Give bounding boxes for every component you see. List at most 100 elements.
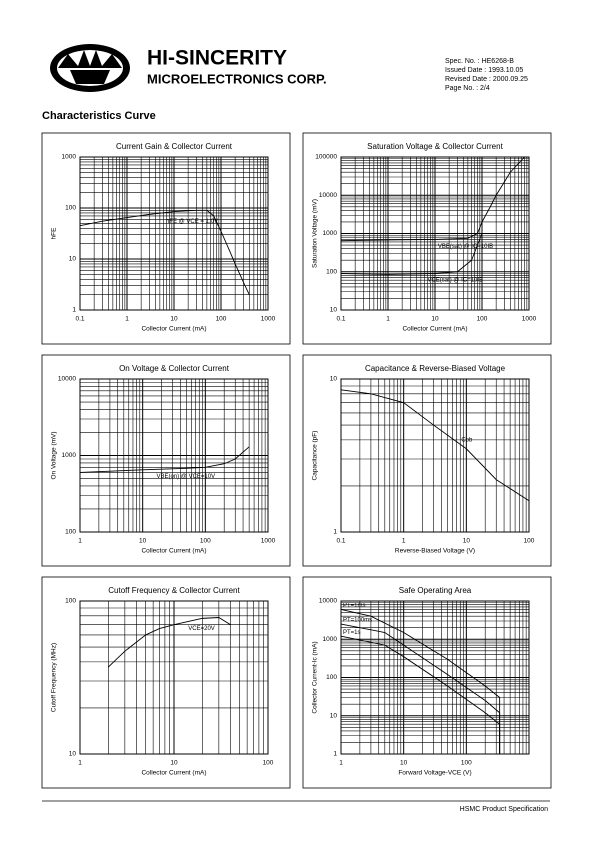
chart-title: Saturation Voltage & Collector Current xyxy=(367,142,503,151)
y-axis-title: Collector Current-Ic (mA) xyxy=(312,641,319,713)
y-tick-label: 100 xyxy=(326,268,337,275)
plot-border xyxy=(340,600,530,755)
chart-title: Safe Operating Area xyxy=(399,586,472,595)
x-tick-label: 100 xyxy=(461,760,472,767)
x-tick-label: 1 xyxy=(386,316,390,323)
series-label: PT=1ms xyxy=(343,603,366,609)
y-tick-label: 100 xyxy=(65,205,76,212)
y-axis-title: Saturation Voltage (mV) xyxy=(312,199,319,268)
y-tick-label: 100 xyxy=(65,529,76,536)
plot-border xyxy=(79,156,269,311)
x-tick-label: 100 xyxy=(477,316,488,323)
y-tick-label: 100 xyxy=(326,674,337,681)
data-line xyxy=(107,617,231,668)
y-tick-label: 10 xyxy=(69,256,77,263)
chart-frame xyxy=(302,576,552,789)
y-tick-label: 1 xyxy=(72,307,76,314)
logo xyxy=(50,44,130,92)
plot-border xyxy=(79,378,269,533)
chart-title: On Voltage & Collector Current xyxy=(119,364,230,373)
y-tick-label: 100 xyxy=(65,598,76,605)
series-label: VBE(sat) @ IC=10IB xyxy=(438,244,493,250)
x-axis-title: Collector Current (mA) xyxy=(141,326,206,333)
data-line xyxy=(340,623,501,754)
x-tick-label: 10 xyxy=(170,760,178,767)
y-tick-label: 1000 xyxy=(62,154,77,161)
chart-frame xyxy=(41,354,291,567)
x-tick-label: 10 xyxy=(170,316,178,323)
series-label: VBE(on) @ VCE=10V xyxy=(156,474,215,480)
chart-frame xyxy=(302,132,552,345)
x-axis-title: Collector Current (mA) xyxy=(141,548,206,555)
data-line xyxy=(340,389,530,502)
y-tick-label: 1000 xyxy=(62,452,77,459)
y-tick-label: 10 xyxy=(69,751,77,758)
x-axis-title: Forward Voltage-VCE (V) xyxy=(398,770,471,777)
plot-border xyxy=(340,156,530,311)
chart-frame xyxy=(302,354,552,567)
spec-line: Spec. No. : HE6268-B xyxy=(445,58,514,65)
x-tick-label: 1000 xyxy=(261,538,276,545)
chart-frame xyxy=(41,576,291,789)
x-tick-label: 100 xyxy=(263,760,274,767)
x-tick-label: 1 xyxy=(78,538,82,545)
x-axis-title: Collector Current (mA) xyxy=(141,770,206,777)
x-tick-label: 100 xyxy=(200,538,211,545)
y-tick-label: 1000 xyxy=(323,230,338,237)
x-tick-label: 1000 xyxy=(261,316,276,323)
data-line xyxy=(340,233,483,275)
y-tick-label: 1 xyxy=(333,529,337,536)
y-tick-label: 1 xyxy=(333,751,337,758)
x-tick-label: 0.1 xyxy=(336,538,345,545)
division-name: MICROELECTRONICS CORP. xyxy=(147,71,327,86)
y-axis-title: Capacitance (pF) xyxy=(312,431,319,481)
x-axis-title: Collector Current (mA) xyxy=(402,326,467,333)
chart-title: Cutoff Frequency & Collector Current xyxy=(108,586,240,595)
y-tick-label: 10000 xyxy=(319,192,337,199)
y-axis-title: Cutoff Frequency (MHz) xyxy=(51,643,58,712)
plot-border xyxy=(340,378,530,533)
series-label: VCE=20V xyxy=(188,626,215,632)
chart-title: Capacitance & Reverse-Biased Voltage xyxy=(365,364,506,373)
x-tick-label: 100 xyxy=(216,316,227,323)
x-tick-label: 10 xyxy=(139,538,147,545)
x-tick-label: 100 xyxy=(524,538,535,545)
series-label: hFE @ VCE = 1.0V xyxy=(166,219,218,225)
x-tick-label: 10 xyxy=(463,538,471,545)
x-tick-label: 0.1 xyxy=(75,316,84,323)
x-tick-label: 1 xyxy=(78,760,82,767)
y-tick-label: 10000 xyxy=(319,598,337,605)
section-title: Characteristics Curve xyxy=(42,110,156,122)
series-label: Cob xyxy=(461,437,473,443)
x-tick-label: 1000 xyxy=(522,316,537,323)
chart-title: Current Gain & Collector Current xyxy=(116,142,233,151)
spec-line: Issued Date : 1993.10.05 xyxy=(445,67,523,74)
data-line xyxy=(79,446,250,473)
data-line xyxy=(340,156,525,242)
y-tick-label: 10 xyxy=(330,307,338,314)
y-axis-title: hFE xyxy=(51,227,58,240)
x-tick-label: 1 xyxy=(125,316,129,323)
series-label: PT=1s xyxy=(343,630,361,636)
company-name: HI-SINCERITY xyxy=(147,47,287,70)
data-line xyxy=(79,209,250,295)
y-tick-label: 10 xyxy=(330,712,338,719)
y-tick-label: 100000 xyxy=(315,154,337,161)
y-axis-title: On Voltage (mV) xyxy=(51,431,58,479)
data-line xyxy=(340,635,501,754)
spec-line: Revised Date : 2000.09.25 xyxy=(445,76,528,83)
x-tick-label: 10 xyxy=(400,760,408,767)
x-tick-label: 1 xyxy=(402,538,406,545)
chart-frame xyxy=(41,132,291,345)
footer-text: HSMC Product Specification xyxy=(460,806,548,813)
plot-border xyxy=(79,600,269,755)
data-line xyxy=(340,609,501,754)
series-label: PT=100ms xyxy=(343,618,372,624)
y-tick-label: 10 xyxy=(330,376,338,383)
x-tick-label: 0.1 xyxy=(336,316,345,323)
series-label: VCE(sat) @ IC=10IB xyxy=(427,277,483,283)
x-tick-label: 10 xyxy=(431,316,439,323)
y-tick-label: 10000 xyxy=(58,376,76,383)
